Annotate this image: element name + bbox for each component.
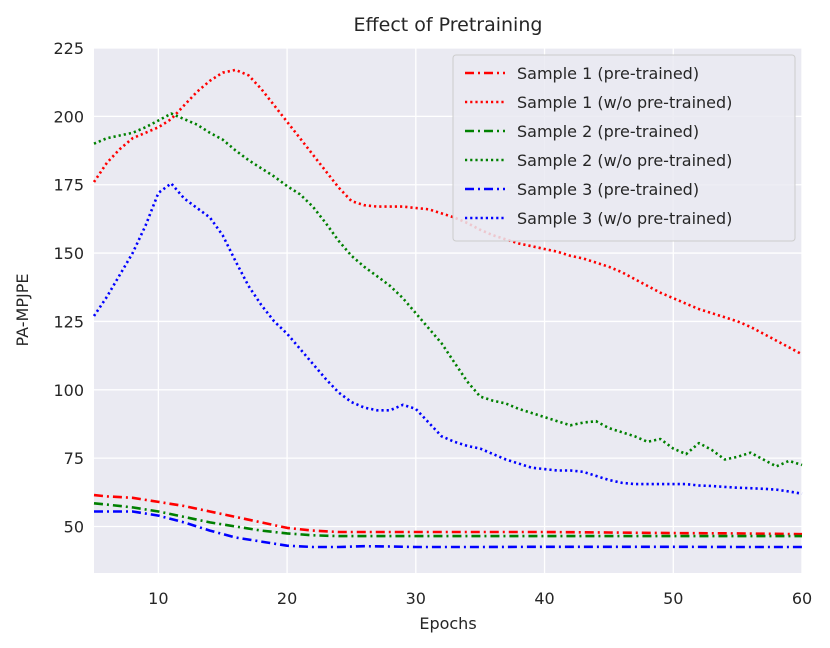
series-line-6 xyxy=(92,182,803,495)
series-lines xyxy=(92,68,803,549)
x-tick-label: 30 xyxy=(406,589,426,608)
y-tick-label: 175 xyxy=(53,176,84,195)
y-axis-label: PA-MPJPE xyxy=(13,274,32,347)
y-tick-labels: 50 75 100 125 150 175 200 225 xyxy=(53,39,84,537)
x-tick-label: 60 xyxy=(792,589,812,608)
x-tick-label: 40 xyxy=(534,589,554,608)
y-tick-label: 50 xyxy=(64,518,84,537)
legend-entry: Sample 3 (pre-trained) xyxy=(517,180,699,199)
chart-title: Effect of Pretraining xyxy=(354,14,543,36)
y-tick-label: 150 xyxy=(53,244,84,263)
legend: Sample 1 (pre-trained) Sample 1 (w/o pre-… xyxy=(452,54,796,242)
legend-box xyxy=(452,54,796,242)
legend-entry: Sample 1 (pre-trained) xyxy=(517,64,699,83)
series-line-2 xyxy=(92,68,803,356)
grid-lines xyxy=(94,47,803,573)
y-tick-label: 225 xyxy=(53,39,84,58)
x-tick-label: 10 xyxy=(148,589,168,608)
series-line-5 xyxy=(94,510,802,549)
series-line-3 xyxy=(93,502,802,538)
legend-entry: Sample 3 (w/o pre-trained) xyxy=(517,209,732,228)
x-tick-labels: 10 20 30 40 50 60 xyxy=(148,589,812,608)
y-tick-label: 75 xyxy=(64,449,84,468)
legend-entry: Sample 2 (w/o pre-trained) xyxy=(517,151,732,170)
y-tick-label: 200 xyxy=(53,107,84,126)
legend-entry: Sample 2 (pre-trained) xyxy=(517,122,699,141)
x-tick-label: 50 xyxy=(663,589,683,608)
legend-entry: Sample 1 (w/o pre-trained) xyxy=(517,93,732,112)
series-line-4 xyxy=(93,112,803,468)
series-line-1 xyxy=(93,493,803,536)
y-tick-label: 125 xyxy=(53,312,84,331)
x-tick-label: 20 xyxy=(277,589,297,608)
y-tick-label: 100 xyxy=(53,381,84,400)
x-axis-label: Epochs xyxy=(419,614,476,633)
